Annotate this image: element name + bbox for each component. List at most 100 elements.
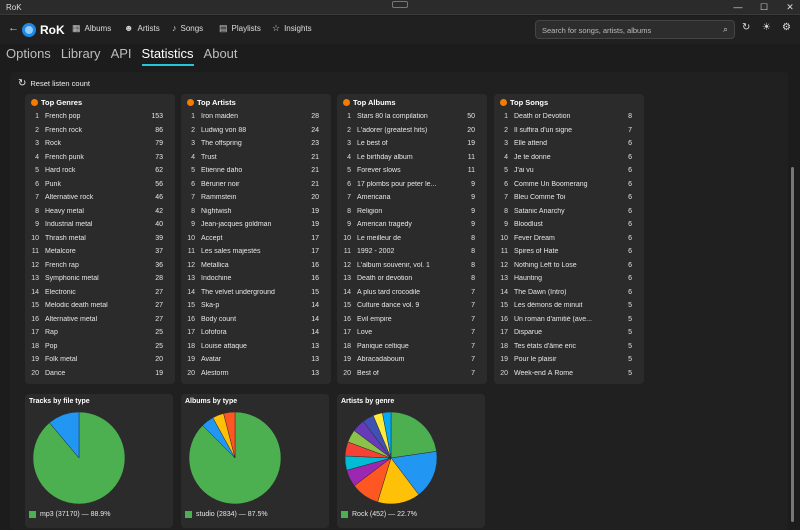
list-item[interactable]: 10 Thrash metal 39 (29, 232, 163, 246)
list-item[interactable]: 7 Alternative rock 46 (29, 191, 163, 205)
list-item[interactable]: 18 Louise attaque 13 (185, 340, 319, 354)
pie-slice[interactable] (390, 451, 438, 496)
list-item[interactable]: 4 Je te donne 6 (498, 151, 632, 165)
list-item[interactable]: 13 Haunting 6 (498, 272, 632, 286)
list-item[interactable]: 11 Metalcore 37 (29, 245, 163, 259)
list-item[interactable]: 19 Abracadaboum 7 (341, 353, 475, 367)
list-item[interactable]: 2 Ludwig von 88 24 (185, 124, 319, 138)
list-item[interactable]: 19 Folk metal 20 (29, 353, 163, 367)
list-item[interactable]: 3 Elle attend 6 (498, 137, 632, 151)
list-item[interactable]: 3 The offspring 23 (185, 137, 319, 151)
scrollbar-thumb[interactable] (791, 167, 794, 522)
list-item[interactable]: 8 Religion 9 (341, 205, 475, 219)
nav-insights[interactable]: ☆ Insights (272, 23, 312, 34)
list-item[interactable]: 20 Alestorm 13 (185, 367, 319, 381)
list-item[interactable]: 14 The velvet underground 15 (185, 286, 319, 300)
list-item[interactable]: 6 Punk 56 (29, 178, 163, 192)
list-item[interactable]: 2 L'adorer (greatest hits) 20 (341, 124, 475, 138)
list-item[interactable]: 2 Il suffira d'un signe 7 (498, 124, 632, 138)
list-item[interactable]: 10 Accept 17 (185, 232, 319, 246)
pie-slice[interactable] (223, 411, 236, 459)
list-item[interactable]: 13 Death or devotion 8 (341, 272, 475, 286)
list-item[interactable]: 4 Le birthday album 11 (341, 151, 475, 165)
list-item[interactable]: 8 Nightwish 19 (185, 205, 319, 219)
list-item[interactable]: 11 Les sales majestés 17 (185, 245, 319, 259)
close-button[interactable]: ✕ (786, 2, 794, 12)
list-item[interactable]: 4 French punk 73 (29, 151, 163, 165)
list-item[interactable]: 20 Best of 7 (341, 367, 475, 381)
list-item[interactable]: 6 Bérurier noir 21 (185, 178, 319, 192)
list-item[interactable]: 11 Spires of Hate 6 (498, 245, 632, 259)
list-item[interactable]: 9 Jean-jacques goldman 19 (185, 218, 319, 232)
pie-slice[interactable] (382, 411, 392, 459)
list-item[interactable]: 1 Death or Devotion 8 (498, 110, 632, 124)
list-item[interactable]: 17 Disparue 5 (498, 326, 632, 340)
nav-playlists[interactable]: ▤ Playlists (219, 23, 261, 34)
list-item[interactable]: 9 Industrial metal 40 (29, 218, 163, 232)
list-item[interactable]: 20 Week-end À Rome 5 (498, 367, 632, 381)
settings-icon[interactable]: ⚙ (782, 22, 791, 33)
nav-artists[interactable]: ☻ Artists (124, 23, 160, 33)
list-item[interactable]: 1 Stars 80 la compilation 50 (341, 110, 475, 124)
list-item[interactable]: 5 Forever slows 11 (341, 164, 475, 178)
list-item[interactable]: 17 Rap 25 (29, 326, 163, 340)
list-item[interactable]: 10 Fever Dream 6 (498, 232, 632, 246)
maximize-button[interactable]: ☐ (759, 2, 769, 12)
list-item[interactable]: 13 Symphonic metal 28 (29, 272, 163, 286)
list-item[interactable]: 9 American tragedy 9 (341, 218, 475, 232)
list-item[interactable]: 3 Rock 79 (29, 137, 163, 151)
list-item[interactable]: 19 Avatar 13 (185, 353, 319, 367)
list-item[interactable]: 9 Bloodlust 6 (498, 218, 632, 232)
list-item[interactable]: 15 Melodic death metal 27 (29, 299, 163, 313)
tab-library[interactable]: Library (60, 46, 101, 61)
list-item[interactable]: 14 A plus tard crocodile 7 (341, 286, 475, 300)
list-item[interactable]: 17 Lofofora 14 (185, 326, 319, 340)
list-item[interactable]: 17 Love 7 (341, 326, 475, 340)
list-item[interactable]: 8 Satanic Anarchy 6 (498, 205, 632, 219)
list-item[interactable]: 5 Etienne daho 21 (185, 164, 319, 178)
tab-options[interactable]: Options (6, 46, 51, 61)
nav-albums[interactable]: ▦ Albums (72, 23, 111, 34)
scrollbar[interactable] (790, 72, 796, 527)
pie-slice[interactable] (49, 411, 80, 459)
list-item[interactable]: 16 Un roman d'amitié (ave... 5 (498, 313, 632, 327)
list-item[interactable]: 1 French pop 153 (29, 110, 163, 124)
app-logo[interactable]: RoK (22, 21, 65, 39)
list-item[interactable]: 5 Hard rock 62 (29, 164, 163, 178)
list-item[interactable]: 16 Alternative metal 27 (29, 313, 163, 327)
list-item[interactable]: 16 Evil empire 7 (341, 313, 475, 327)
list-item[interactable]: 14 The Dawn (Intro) 6 (498, 286, 632, 300)
list-item[interactable]: 10 Le meilleur de 8 (341, 232, 475, 246)
list-item[interactable]: 6 17 plombs pour peter le... 9 (341, 178, 475, 192)
list-item[interactable]: 5 J'ai vu 6 (498, 164, 632, 178)
search-input[interactable]: Search for songs, artists, albums ⌕ (535, 20, 735, 39)
theme-icon[interactable]: ☀ (762, 22, 771, 33)
list-item[interactable]: 15 Culture dance vol. 9 7 (341, 299, 475, 313)
list-item[interactable]: 16 Body count 14 (185, 313, 319, 327)
list-item[interactable]: 4 Trust 21 (185, 151, 319, 165)
list-item[interactable]: 18 Panique celtique 7 (341, 340, 475, 354)
list-item[interactable]: 12 L'album souvenir, vol. 1 8 (341, 259, 475, 273)
tab-about[interactable]: About (203, 46, 238, 61)
back-icon[interactable]: ← (8, 22, 19, 34)
search-icon[interactable]: ⌕ (722, 24, 728, 34)
drag-handle[interactable] (392, 1, 408, 8)
list-item[interactable]: 15 Ska-p 14 (185, 299, 319, 313)
list-item[interactable]: 18 Pop 25 (29, 340, 163, 354)
list-item[interactable]: 7 Americana 9 (341, 191, 475, 205)
tab-api[interactable]: API (110, 46, 132, 61)
reset-listen-count-button[interactable]: ↻ Reset listen count (18, 78, 90, 89)
list-item[interactable]: 12 French rap 36 (29, 259, 163, 273)
list-item[interactable]: 19 Pour le plaisir 5 (498, 353, 632, 367)
list-item[interactable]: 1 Iron maiden 28 (185, 110, 319, 124)
list-item[interactable]: 8 Heavy metal 42 (29, 205, 163, 219)
nav-songs[interactable]: ♪ Songs (172, 23, 203, 33)
list-item[interactable]: 12 Metallica 16 (185, 259, 319, 273)
list-item[interactable]: 6 Comme Un Boomerang 6 (498, 178, 632, 192)
list-item[interactable]: 2 French rock 86 (29, 124, 163, 138)
list-item[interactable]: 11 1992 - 2002 8 (341, 245, 475, 259)
list-item[interactable]: 7 Rammstein 20 (185, 191, 319, 205)
list-item[interactable]: 13 Indochine 16 (185, 272, 319, 286)
minimize-button[interactable]: — (733, 2, 743, 12)
list-item[interactable]: 7 Bleu Comme Toi 6 (498, 191, 632, 205)
